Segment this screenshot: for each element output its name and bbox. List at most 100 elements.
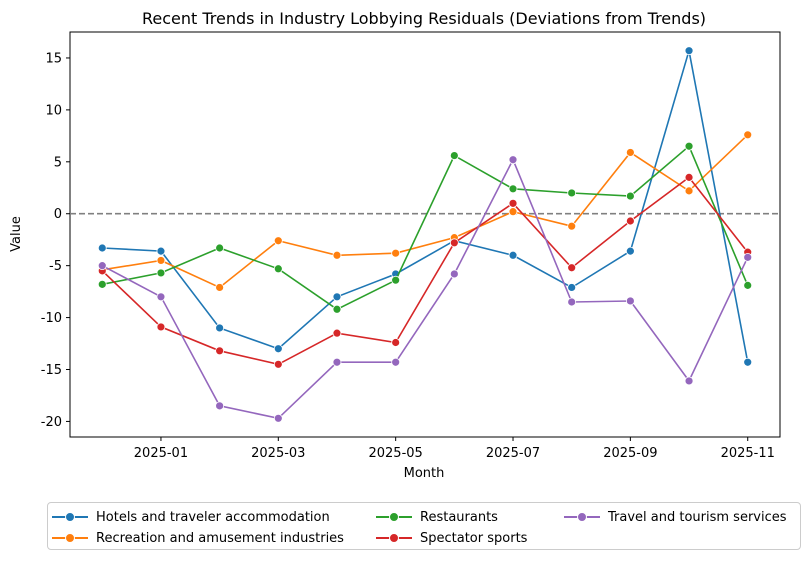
data-point xyxy=(273,236,283,246)
data-point xyxy=(273,264,283,274)
data-point xyxy=(156,322,166,332)
data-point xyxy=(567,221,577,231)
data-point xyxy=(156,268,166,278)
data-point xyxy=(215,401,225,411)
series-0 xyxy=(97,46,753,367)
data-point xyxy=(567,283,577,292)
series-line xyxy=(102,50,749,363)
data-point xyxy=(684,376,694,386)
series-4 xyxy=(97,155,753,423)
data-point xyxy=(97,261,107,271)
y-tick-label: 10 xyxy=(45,103,62,118)
data-point xyxy=(97,279,107,289)
data-point xyxy=(508,155,518,165)
x-tick-label: 2025-11 xyxy=(721,446,775,461)
data-point xyxy=(391,275,401,285)
data-point xyxy=(332,292,342,302)
legend-item: Recreation and amusement industries xyxy=(52,528,344,548)
series-line xyxy=(101,176,749,366)
chart-title: Recent Trends in Industry Lobbying Resid… xyxy=(142,9,706,28)
y-tick-label: 5 xyxy=(54,155,62,170)
x-tick-label: 2025-03 xyxy=(251,446,305,461)
y-tick-label: 0 xyxy=(54,207,62,222)
x-axis-label: Month xyxy=(404,466,445,481)
data-point xyxy=(684,172,694,182)
data-point xyxy=(156,246,166,256)
data-point xyxy=(684,46,694,56)
legend-swatch xyxy=(52,511,88,523)
data-point xyxy=(273,344,283,354)
series-1 xyxy=(97,130,753,292)
data-point xyxy=(273,413,283,423)
data-point xyxy=(743,357,753,367)
legend-label: Restaurants xyxy=(420,509,498,525)
series-3 xyxy=(97,172,753,369)
data-point xyxy=(567,297,577,307)
data-point xyxy=(215,346,225,356)
legend-item: Spectator sports xyxy=(376,528,527,548)
data-point xyxy=(567,263,577,273)
data-point xyxy=(391,357,401,367)
legend-swatch xyxy=(376,532,412,544)
data-point xyxy=(449,269,459,279)
legend: Hotels and traveler accommodation Recreat… xyxy=(47,502,801,550)
data-point xyxy=(215,243,225,253)
data-point xyxy=(508,250,518,260)
y-tick-label: -10 xyxy=(41,311,62,326)
data-point xyxy=(332,328,342,338)
y-tick-label: 15 xyxy=(45,51,62,66)
y-axis: -20 -15 -10 -5 0 5 10 15 xyxy=(41,51,70,430)
legend-label: Recreation and amusement industries xyxy=(96,530,344,546)
data-point xyxy=(684,186,694,196)
x-tick-label: 2025-05 xyxy=(368,446,422,461)
y-tick-label: -15 xyxy=(41,363,62,378)
data-point xyxy=(215,323,225,333)
data-point xyxy=(625,296,635,306)
data-point xyxy=(625,216,635,226)
legend-label: Hotels and traveler accommodation xyxy=(96,509,330,525)
series-line xyxy=(101,157,749,420)
data-point xyxy=(332,250,342,260)
data-point xyxy=(684,141,694,151)
x-tick-label: 2025-07 xyxy=(486,446,540,461)
data-point xyxy=(567,188,577,198)
data-point xyxy=(156,292,166,302)
y-axis-label: Value xyxy=(9,216,24,252)
data-point xyxy=(743,130,753,140)
series-group xyxy=(97,46,753,423)
data-point xyxy=(449,238,459,248)
data-point xyxy=(332,304,342,314)
data-point xyxy=(156,256,166,265)
legend-item: Hotels and traveler accommodation xyxy=(52,507,330,527)
y-tick-label: -20 xyxy=(41,415,62,430)
legend-label: Spectator sports xyxy=(420,530,528,546)
data-point xyxy=(391,248,401,258)
data-point xyxy=(743,280,753,290)
data-point xyxy=(449,151,459,160)
data-point xyxy=(508,184,518,194)
data-point xyxy=(391,338,401,347)
data-point xyxy=(743,252,753,262)
series-line xyxy=(102,134,749,289)
x-axis: 2025-01 2025-03 2025-05 2025-07 2025-09 2025-… xyxy=(134,437,775,461)
data-point xyxy=(332,357,342,367)
data-point xyxy=(625,191,635,201)
data-point xyxy=(215,283,225,292)
legend-item: Travel and tourism services xyxy=(564,507,787,527)
legend-swatch xyxy=(564,511,600,523)
data-point xyxy=(97,243,107,253)
data-point xyxy=(625,246,635,256)
plot-area xyxy=(69,31,781,438)
y-tick-label: -5 xyxy=(49,259,62,274)
data-point xyxy=(508,207,518,217)
series-2 xyxy=(97,141,753,314)
series-line xyxy=(102,144,749,311)
x-tick-label: 2025-01 xyxy=(134,446,188,461)
data-point xyxy=(625,148,635,157)
legend-swatch xyxy=(376,511,412,523)
x-tick-label: 2025-09 xyxy=(603,446,657,461)
legend-item: Restaurants xyxy=(376,507,498,527)
legend-label: Travel and tourism services xyxy=(608,509,787,525)
